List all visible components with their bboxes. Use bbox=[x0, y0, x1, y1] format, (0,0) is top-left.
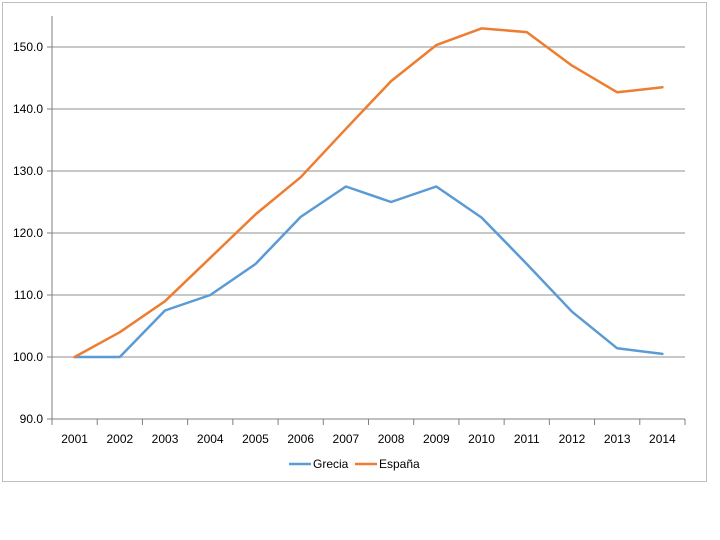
y-tick-label: 90.0 bbox=[20, 412, 44, 426]
x-tick-label: 2011 bbox=[514, 432, 540, 446]
x-tick-label: 2004 bbox=[197, 432, 224, 446]
y-tick-label: 100.0 bbox=[13, 350, 43, 364]
x-tick-label: 2002 bbox=[106, 432, 133, 446]
y-tick-label: 130.0 bbox=[13, 164, 43, 178]
x-tick-label: 2009 bbox=[423, 432, 450, 446]
x-tick-label: 2006 bbox=[287, 432, 314, 446]
x-tick-label: 2012 bbox=[559, 432, 586, 446]
series-lines bbox=[73, 27, 664, 359]
x-tick-label: 2007 bbox=[333, 432, 360, 446]
x-tick-labels: 2001 2002 2003 2004 2005 2006 2007 2008 2009 2010… bbox=[61, 432, 676, 446]
series-line-españa bbox=[73, 27, 664, 359]
y-tick-label: 150.0 bbox=[13, 40, 43, 54]
chart-frame bbox=[2, 2, 707, 482]
gridlines bbox=[52, 46, 685, 358]
x-tick-label: 2014 bbox=[649, 432, 676, 446]
series-line-grecia bbox=[73, 185, 664, 359]
x-tick-label: 2013 bbox=[604, 432, 631, 446]
legend-label: España bbox=[379, 457, 420, 471]
x-tick-label: 2005 bbox=[242, 432, 269, 446]
y-tick-labels: 90.0 100.0 110.0 120.0 130.0 140.0 150.0 bbox=[13, 40, 43, 426]
x-tick-label: 2010 bbox=[468, 432, 495, 446]
axes bbox=[47, 16, 686, 425]
y-tick-label: 120.0 bbox=[13, 226, 43, 240]
x-tick-label: 2003 bbox=[152, 432, 179, 446]
legend-label: Grecia bbox=[313, 457, 349, 471]
legend: Grecia España bbox=[289, 457, 420, 471]
x-tick-label: 2001 bbox=[61, 432, 88, 446]
y-tick-label: 110.0 bbox=[14, 288, 43, 302]
x-tick-label: 2008 bbox=[378, 432, 405, 446]
y-tick-label: 140.0 bbox=[13, 102, 43, 116]
